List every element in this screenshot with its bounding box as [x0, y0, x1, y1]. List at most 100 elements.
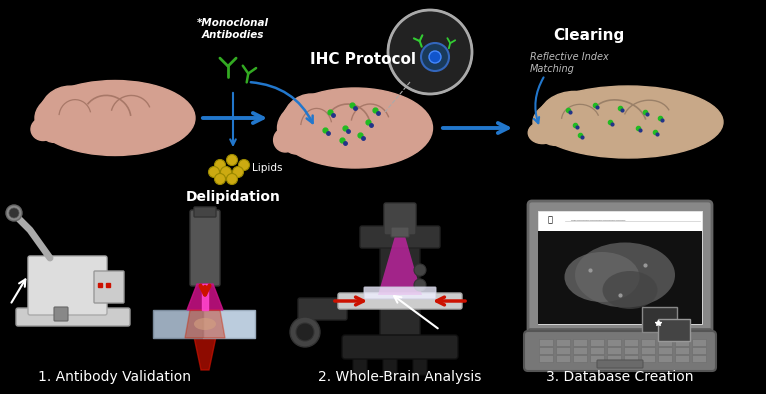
- Polygon shape: [187, 284, 223, 310]
- FancyBboxPatch shape: [557, 340, 571, 346]
- Circle shape: [214, 173, 225, 184]
- Ellipse shape: [533, 86, 723, 158]
- FancyBboxPatch shape: [528, 201, 712, 334]
- Circle shape: [221, 167, 231, 178]
- FancyBboxPatch shape: [538, 231, 702, 324]
- FancyBboxPatch shape: [557, 348, 571, 355]
- Text: 🌿: 🌿: [548, 216, 553, 225]
- Ellipse shape: [535, 106, 577, 145]
- Text: Clearing: Clearing: [553, 28, 624, 43]
- Text: 1. Antibody Validation: 1. Antibody Validation: [38, 370, 192, 384]
- FancyBboxPatch shape: [539, 340, 554, 346]
- FancyBboxPatch shape: [94, 271, 124, 303]
- FancyBboxPatch shape: [659, 355, 673, 362]
- FancyBboxPatch shape: [692, 355, 706, 362]
- FancyBboxPatch shape: [597, 360, 643, 368]
- Text: Lipids: Lipids: [252, 163, 283, 173]
- Circle shape: [290, 317, 320, 347]
- Ellipse shape: [35, 80, 195, 156]
- Circle shape: [227, 173, 237, 184]
- Text: 2. Whole-Brain Analysis: 2. Whole-Brain Analysis: [319, 370, 482, 384]
- FancyBboxPatch shape: [591, 340, 604, 346]
- FancyBboxPatch shape: [591, 348, 604, 355]
- Ellipse shape: [37, 101, 72, 142]
- FancyBboxPatch shape: [574, 355, 588, 362]
- Text: Delipidation: Delipidation: [185, 190, 280, 204]
- FancyBboxPatch shape: [384, 203, 416, 235]
- Text: *Monoclonal
Antibodies: *Monoclonal Antibodies: [197, 18, 269, 40]
- FancyBboxPatch shape: [676, 348, 689, 355]
- FancyBboxPatch shape: [538, 211, 702, 231]
- Ellipse shape: [277, 88, 433, 168]
- Circle shape: [429, 51, 441, 63]
- Text: 3. Database Creation: 3. Database Creation: [546, 370, 694, 384]
- Ellipse shape: [676, 113, 713, 145]
- FancyBboxPatch shape: [641, 348, 656, 355]
- FancyBboxPatch shape: [380, 230, 420, 344]
- FancyBboxPatch shape: [607, 355, 621, 362]
- FancyBboxPatch shape: [342, 335, 458, 359]
- Circle shape: [214, 160, 225, 171]
- Ellipse shape: [40, 86, 100, 142]
- Ellipse shape: [575, 242, 675, 307]
- FancyBboxPatch shape: [194, 207, 216, 217]
- FancyBboxPatch shape: [54, 307, 68, 321]
- FancyBboxPatch shape: [641, 340, 656, 346]
- Text: ─────────────────: ─────────────────: [570, 219, 625, 223]
- FancyBboxPatch shape: [624, 348, 639, 355]
- FancyBboxPatch shape: [524, 331, 716, 371]
- FancyBboxPatch shape: [529, 329, 711, 339]
- FancyBboxPatch shape: [659, 340, 673, 346]
- FancyBboxPatch shape: [190, 210, 220, 286]
- Circle shape: [421, 43, 449, 71]
- Polygon shape: [378, 236, 422, 295]
- Ellipse shape: [282, 94, 341, 154]
- Ellipse shape: [529, 122, 557, 143]
- FancyBboxPatch shape: [353, 351, 367, 375]
- FancyBboxPatch shape: [641, 355, 656, 362]
- Text: IHC Protocol: IHC Protocol: [310, 52, 416, 67]
- Circle shape: [208, 167, 220, 178]
- FancyBboxPatch shape: [574, 348, 588, 355]
- FancyBboxPatch shape: [391, 227, 409, 237]
- FancyBboxPatch shape: [557, 355, 571, 362]
- FancyBboxPatch shape: [383, 351, 397, 375]
- Circle shape: [296, 323, 314, 341]
- FancyBboxPatch shape: [539, 348, 554, 355]
- Text: Reflective Index
Matching: Reflective Index Matching: [530, 52, 609, 74]
- Polygon shape: [185, 310, 225, 338]
- FancyBboxPatch shape: [607, 348, 621, 355]
- FancyBboxPatch shape: [574, 340, 588, 346]
- FancyBboxPatch shape: [607, 340, 621, 346]
- Circle shape: [414, 264, 426, 276]
- FancyBboxPatch shape: [360, 226, 440, 248]
- Ellipse shape: [636, 93, 696, 139]
- FancyBboxPatch shape: [298, 298, 347, 320]
- FancyBboxPatch shape: [413, 351, 427, 375]
- FancyBboxPatch shape: [539, 355, 554, 362]
- Ellipse shape: [194, 318, 216, 330]
- FancyBboxPatch shape: [659, 348, 673, 355]
- Ellipse shape: [155, 109, 187, 142]
- FancyBboxPatch shape: [16, 308, 130, 326]
- Ellipse shape: [538, 91, 611, 145]
- Ellipse shape: [121, 87, 172, 136]
- FancyBboxPatch shape: [203, 310, 255, 338]
- Ellipse shape: [31, 118, 55, 141]
- Ellipse shape: [394, 118, 425, 154]
- Circle shape: [414, 279, 426, 291]
- Circle shape: [238, 160, 250, 171]
- Circle shape: [227, 154, 237, 165]
- Ellipse shape: [565, 252, 640, 302]
- FancyBboxPatch shape: [692, 340, 706, 346]
- Ellipse shape: [603, 271, 657, 309]
- FancyBboxPatch shape: [538, 211, 702, 324]
- FancyBboxPatch shape: [692, 348, 706, 355]
- FancyBboxPatch shape: [591, 355, 604, 362]
- Ellipse shape: [362, 96, 411, 148]
- FancyBboxPatch shape: [676, 355, 689, 362]
- Ellipse shape: [279, 110, 313, 154]
- FancyBboxPatch shape: [624, 355, 639, 362]
- Circle shape: [233, 167, 244, 178]
- FancyBboxPatch shape: [28, 256, 107, 315]
